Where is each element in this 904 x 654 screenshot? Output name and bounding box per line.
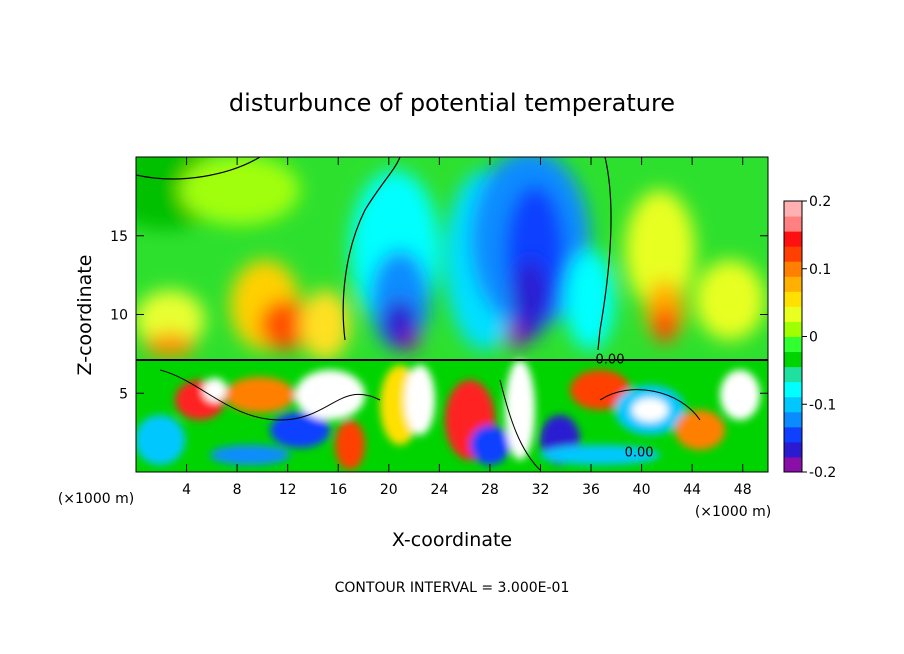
colorbar-band xyxy=(784,306,802,322)
x-tick-label: 40 xyxy=(633,482,651,498)
chart-title: disturbunce of potential temperature xyxy=(229,89,675,117)
y-tick-label: 15 xyxy=(110,229,128,245)
colorbar-band xyxy=(784,291,802,307)
x-tick-label: 4 xyxy=(182,482,191,498)
y-axis-label: Z-coordinate xyxy=(74,255,96,376)
colorbar xyxy=(783,200,803,473)
contour-line xyxy=(342,157,401,341)
colorbar-band xyxy=(784,216,802,232)
colorbar-band xyxy=(784,261,802,277)
colorbar-tick-label: -0.2 xyxy=(809,465,836,481)
contour-line xyxy=(136,157,261,180)
colorbar-band xyxy=(784,321,802,337)
contour-label: 0.00 xyxy=(596,352,625,367)
contour-label: 0.00 xyxy=(625,445,654,460)
colorbar-tick-label: 0 xyxy=(809,330,818,346)
plot-area xyxy=(136,157,768,472)
x-tick-label: 24 xyxy=(430,482,448,498)
colorbar-band xyxy=(784,276,802,292)
lower-field xyxy=(136,359,768,472)
contour-labels: 0.00 0.00 xyxy=(596,352,654,460)
contour-line xyxy=(597,157,612,351)
x-tick-label: 32 xyxy=(532,482,550,498)
colorbar-band xyxy=(784,246,802,262)
y-tick-label: 10 xyxy=(110,308,128,324)
upper-field xyxy=(136,157,765,360)
colorbar-band xyxy=(784,366,802,383)
x-unit-left: (×1000 m) xyxy=(58,491,134,507)
y-axis: 5 10 15 xyxy=(110,229,768,402)
colorbar-band xyxy=(784,411,802,428)
contour-interval-footer: CONTOUR INTERVAL = 3.000E-01 xyxy=(335,580,570,596)
colorbar-ticks: 0.2 0.1 0 -0.1 -0.2 xyxy=(802,194,836,481)
x-tick-label: 16 xyxy=(329,482,347,498)
y-tick-label: 5 xyxy=(119,386,128,402)
x-tick-label: 20 xyxy=(380,482,398,498)
colorbar-band xyxy=(784,231,802,247)
colorbar-tick-label: -0.1 xyxy=(809,397,836,413)
colorbar-band xyxy=(784,381,802,398)
x-tick-label: 36 xyxy=(582,482,600,498)
colorbar-band xyxy=(784,201,802,217)
x-tick-label: 28 xyxy=(481,482,499,498)
x-tick-label: 12 xyxy=(279,482,297,498)
x-tick-label: 44 xyxy=(683,482,701,498)
x-axis: 4 8 12 16 20 24 28 32 36 40 44 48 xyxy=(182,157,752,498)
x-axis-label: X-coordinate xyxy=(392,529,512,551)
colorbar-band xyxy=(784,426,802,443)
x-unit-right: (×1000 m) xyxy=(695,504,771,520)
colorbar-band xyxy=(784,351,802,368)
colorbar-band xyxy=(784,336,802,353)
colorbar-tick-label: 0.1 xyxy=(809,262,831,278)
colorbar-band xyxy=(784,456,802,473)
x-tick-label: 8 xyxy=(233,482,242,498)
colorbar-tick-label: 0.2 xyxy=(809,194,831,210)
colorbar-band xyxy=(784,396,802,413)
x-tick-label: 48 xyxy=(734,482,752,498)
colorbar-band xyxy=(784,441,802,458)
